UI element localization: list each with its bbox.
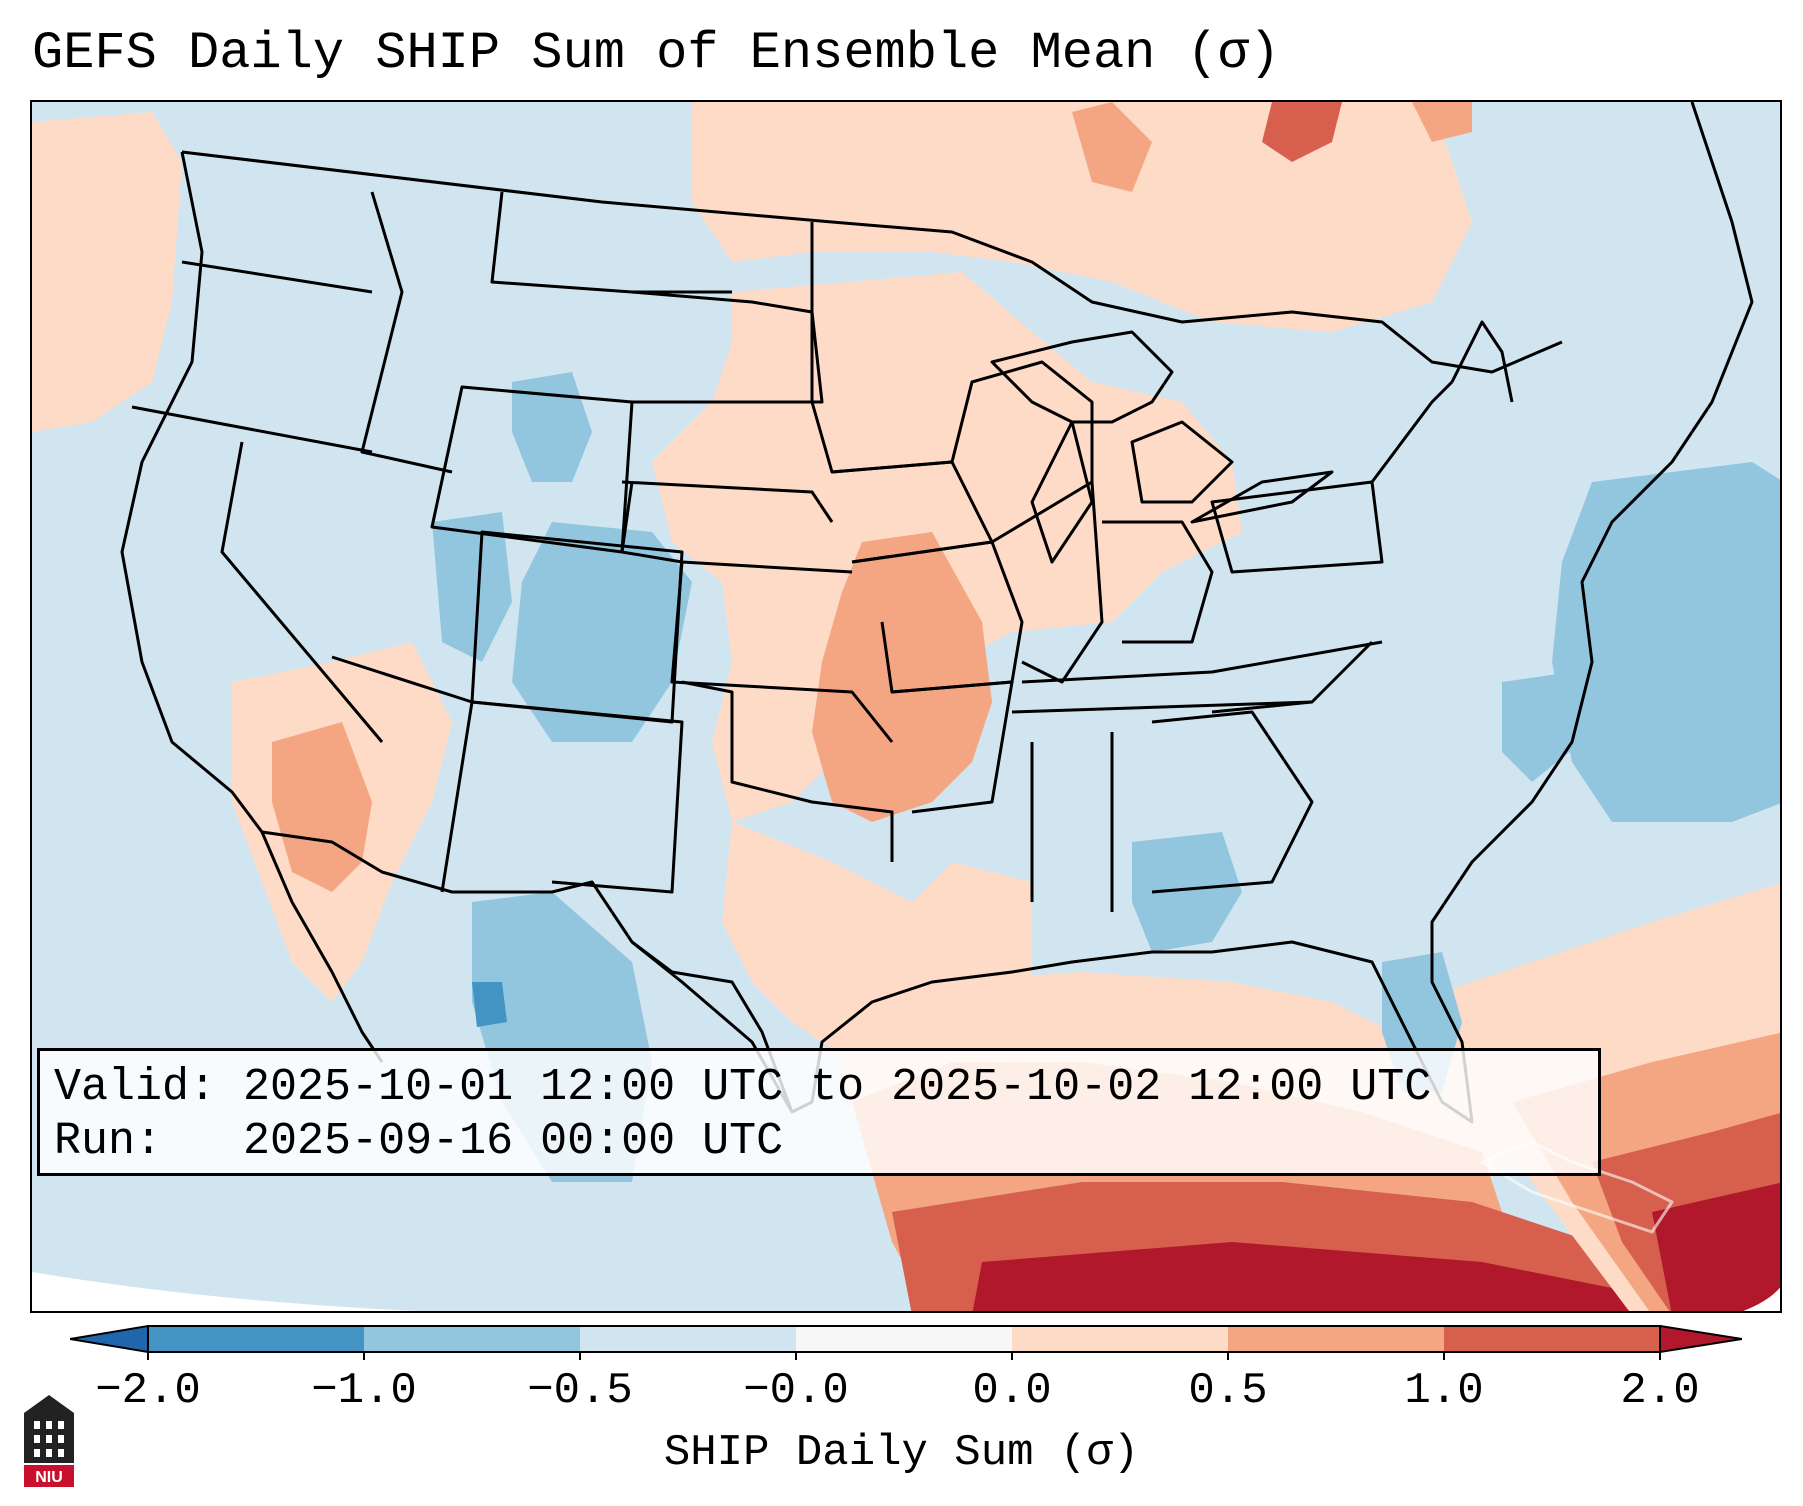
state-oh xyxy=(1102,520,1214,644)
colorbar-frame xyxy=(147,1325,1661,1353)
state-pa-ny xyxy=(1210,480,1384,574)
valid-run-infobox: Valid: 2025-10-01 12:00 UTC to 2025-10-0… xyxy=(37,1048,1601,1176)
colorbar xyxy=(70,1324,1742,1360)
niu-logo: NIU xyxy=(24,1395,74,1487)
field-carolina-blue xyxy=(1502,672,1582,782)
state-ca-nv xyxy=(220,441,384,743)
state-wi-mi xyxy=(950,360,1094,482)
field-pacific-pink xyxy=(32,112,182,432)
state-ok-tx xyxy=(681,680,894,862)
tick-label-7: 1.0 xyxy=(1404,1366,1484,1416)
field-gulf-darkred xyxy=(972,1242,1632,1311)
tick-label-6: 0.5 xyxy=(1188,1366,1268,1416)
logo-text: NIU xyxy=(35,1469,63,1486)
state-ga xyxy=(1151,710,1314,894)
valid-label: Valid: xyxy=(54,1062,217,1113)
field-canada-pink xyxy=(692,102,1472,332)
tick-label-3: −0.5 xyxy=(527,1366,633,1416)
tick-label-8: 2.0 xyxy=(1620,1366,1700,1416)
canada-border xyxy=(181,150,1563,374)
tick-label-4: −0.0 xyxy=(743,1366,849,1416)
field-atlantic-blue xyxy=(1552,462,1780,822)
field-kansas-orange xyxy=(812,532,992,822)
state-ar-la xyxy=(891,680,1014,814)
field-canada-mid xyxy=(1072,102,1152,192)
colorbar-bin-4 xyxy=(796,1326,1012,1352)
colorbar-bin-5 xyxy=(1012,1326,1228,1352)
us-outline xyxy=(120,102,1754,1124)
colorbar-bin-1 xyxy=(148,1326,364,1352)
run-label: Run: xyxy=(54,1116,163,1167)
state-nm xyxy=(471,700,684,894)
field-mississippi-blue xyxy=(1132,832,1242,952)
colorbar-tick-marks xyxy=(147,1352,1661,1360)
baja xyxy=(260,831,384,1063)
colorbar-extend-low xyxy=(70,1324,149,1354)
state-mt xyxy=(490,191,732,294)
field-colorado-blue xyxy=(512,522,692,742)
state-ms-al xyxy=(1030,732,1114,912)
state-sc-nc xyxy=(1211,640,1374,714)
map-title: GEFS Daily SHIP Sum of Ensemble Mean (σ) xyxy=(32,24,1281,83)
colorbar-extend-high xyxy=(1659,1324,1742,1354)
colorbar-label: SHIP Daily Sum (σ) xyxy=(663,1428,1140,1478)
state-sd-ne xyxy=(621,480,834,523)
colorbar-bin-3 xyxy=(580,1326,796,1352)
colorbar-bin-2 xyxy=(364,1326,580,1352)
tick-label-2: −1.0 xyxy=(311,1366,417,1416)
colorbar-bin-7 xyxy=(1444,1326,1660,1352)
state-ky-tn xyxy=(1021,640,1383,684)
field-canada-dark xyxy=(1262,102,1342,162)
state-ne-ks xyxy=(620,481,853,574)
state-tn-south xyxy=(1011,700,1313,714)
state-ny-ne xyxy=(1370,320,1514,483)
field-wyoming-blue xyxy=(512,372,592,482)
projection-edge-right xyxy=(1743,1287,1780,1311)
field-utah-blue xyxy=(432,512,512,662)
field-canada-mid2 xyxy=(1412,102,1472,142)
tick-label-5: 0.0 xyxy=(972,1366,1052,1416)
run-value: 2025-09-16 00:00 UTC xyxy=(243,1116,784,1167)
valid-value: 2025-10-01 12:00 UTC to 2025-10-02 12:00… xyxy=(243,1062,1432,1113)
tick-label-1: −2.0 xyxy=(95,1366,201,1416)
colorbar-bin-6 xyxy=(1228,1326,1444,1352)
state-ks-ok xyxy=(670,561,894,743)
state-or-ca xyxy=(131,405,373,454)
projection-edge xyxy=(32,1272,418,1311)
state-wa-or xyxy=(181,260,373,294)
state-il-in xyxy=(991,480,1104,684)
state-mo xyxy=(851,540,1024,694)
state-id xyxy=(360,191,453,474)
field-atlantic-darkred xyxy=(1652,1182,1780,1311)
great-lakes xyxy=(990,330,1334,564)
field-mexico-darkblue xyxy=(472,982,507,1027)
